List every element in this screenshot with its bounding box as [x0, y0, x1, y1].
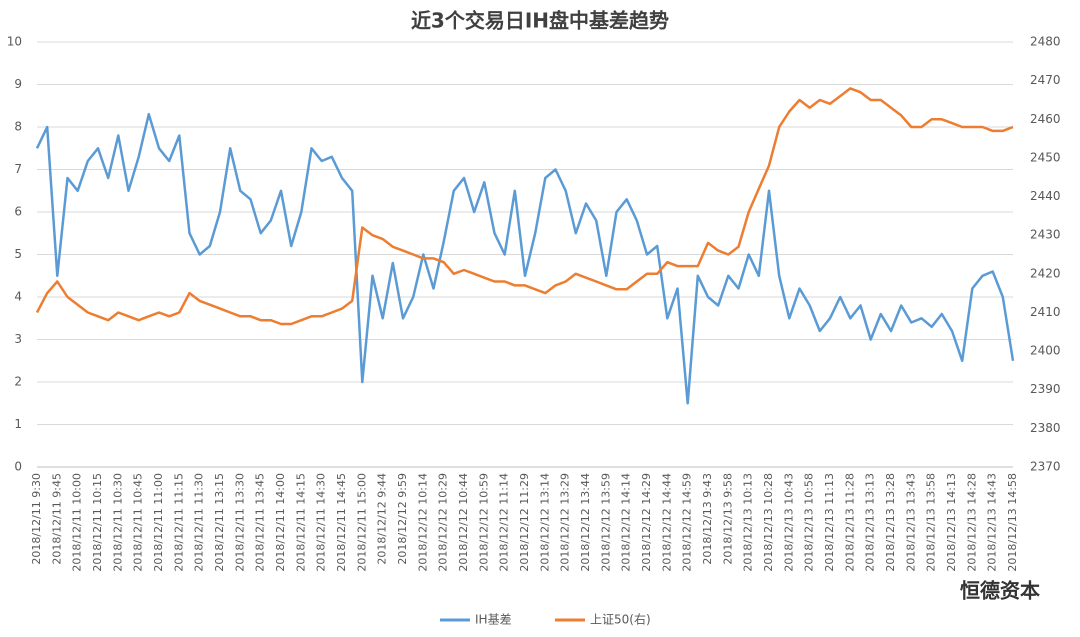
y2-tick-label: 2380 [1030, 421, 1061, 435]
x-tick-label: 2018/12/13 10:13 [742, 473, 755, 572]
x-tick-label: 2018/12/12 14:59 [681, 473, 694, 572]
x-tick-label: 2018/12/11 9:30 [30, 473, 43, 565]
y2-tick-label: 2480 [1030, 35, 1061, 49]
y-tick-label: 2 [14, 375, 22, 389]
series-line [35, 112, 1015, 405]
x-tick-label: 2018/12/13 14:13 [945, 473, 958, 572]
x-tick-label: 2018/12/11 14:45 [335, 473, 348, 572]
x-tick-label: 2018/12/12 11:29 [518, 473, 531, 572]
x-tick-label: 2018/12/11 13:15 [213, 473, 226, 572]
y2-tick-label: 2390 [1030, 382, 1061, 396]
x-tick-label: 2018/12/11 11:15 [172, 473, 185, 572]
x-tick-label: 2018/12/13 10:43 [782, 473, 795, 572]
x-tick-label: 2018/12/11 11:00 [152, 473, 165, 572]
x-tick-label: 2018/12/11 10:15 [91, 473, 104, 572]
y-tick-label: 0 [14, 460, 22, 474]
y-tick-label: 10 [7, 35, 22, 49]
x-tick-label: 2018/12/13 14:28 [965, 473, 978, 572]
chart-title: 近3个交易日IH盘中基差趋势 [411, 9, 669, 33]
x-tick-label: 2018/12/11 13:30 [233, 473, 246, 572]
x-tick-label: 2018/12/11 11:30 [193, 473, 206, 572]
x-tick-label: 2018/12/12 10:29 [437, 473, 450, 572]
x-tick-label: 2018/12/12 13:59 [599, 473, 612, 572]
x-tick-label: 2018/12/11 15:00 [355, 473, 368, 572]
x-tick-label: 2018/12/13 9:58 [721, 473, 734, 565]
x-tick-label: 2018/12/13 11:28 [843, 473, 856, 572]
y-tick-label: 8 [14, 120, 22, 134]
x-tick-label: 2018/12/13 14:58 [1006, 473, 1019, 572]
x-tick-label: 2018/12/11 10:45 [132, 473, 145, 572]
legend-label: 上证50(右) [590, 612, 651, 627]
x-tick-label: 2018/12/11 13:45 [254, 473, 267, 572]
x-tick-label: 2018/12/13 13:43 [904, 473, 917, 572]
x-tick-label: 2018/12/13 9:43 [701, 473, 714, 565]
x-tick-label: 2018/12/13 11:13 [823, 473, 836, 572]
x-tick-label: 2018/12/12 10:14 [416, 473, 429, 572]
watermark: 恒德资本 [960, 579, 1040, 603]
x-tick-label: 2018/12/13 14:43 [986, 473, 999, 572]
x-tick-label: 2018/12/13 13:13 [864, 473, 877, 572]
y2-tick-label: 2440 [1030, 189, 1061, 203]
y2-tick-label: 2400 [1030, 344, 1061, 358]
x-tick-label: 2018/12/12 13:29 [559, 473, 572, 572]
y-tick-label: 3 [14, 332, 22, 346]
x-tick-label: 2018/12/13 10:58 [803, 473, 816, 572]
x-tick-label: 2018/12/12 11:14 [498, 473, 511, 572]
y-tick-label: 5 [14, 247, 22, 261]
x-tick-label: 2018/12/13 13:28 [884, 473, 897, 572]
x-tick-label: 2018/12/11 10:30 [111, 473, 124, 572]
y2-tick-label: 2450 [1030, 150, 1061, 164]
y-tick-label: 9 [14, 77, 22, 91]
y-tick-label: 4 [14, 290, 22, 304]
x-tick-label: 2018/12/13 10:28 [762, 473, 775, 572]
x-tick-label: 2018/12/13 13:58 [925, 473, 938, 572]
x-tick-label: 2018/12/12 9:59 [396, 473, 409, 565]
x-tick-label: 2018/12/12 13:14 [538, 473, 551, 572]
x-tick-label: 2018/12/11 14:00 [274, 473, 287, 572]
y2-tick-label: 2470 [1030, 73, 1061, 87]
y-tick-label: 6 [14, 205, 22, 219]
y2-tick-label: 2430 [1030, 228, 1061, 242]
x-tick-label: 2018/12/12 14:44 [660, 473, 673, 572]
x-tick-label: 2018/12/12 14:29 [640, 473, 653, 572]
x-tick-label: 2018/12/12 13:44 [579, 473, 592, 572]
y2-tick-label: 2420 [1030, 266, 1061, 280]
y-tick-label: 1 [14, 417, 22, 431]
x-tick-label: 2018/12/12 10:44 [457, 473, 470, 572]
y2-tick-label: 2370 [1030, 460, 1061, 474]
x-tick-label: 2018/12/11 14:15 [294, 473, 307, 572]
y2-tick-label: 2410 [1030, 305, 1061, 319]
series-line [35, 87, 1014, 326]
x-tick-label: 2018/12/11 14:30 [315, 473, 328, 572]
x-tick-label: 2018/12/12 10:59 [477, 473, 490, 572]
y2-tick-label: 2460 [1030, 112, 1061, 126]
x-tick-label: 2018/12/11 9:45 [50, 473, 63, 565]
y-tick-label: 7 [14, 162, 22, 176]
x-tick-label: 2018/12/11 10:00 [71, 473, 84, 572]
x-tick-label: 2018/12/12 14:14 [620, 473, 633, 572]
legend-label: IH基差 [475, 613, 512, 627]
x-tick-label: 2018/12/12 9:44 [376, 473, 389, 565]
